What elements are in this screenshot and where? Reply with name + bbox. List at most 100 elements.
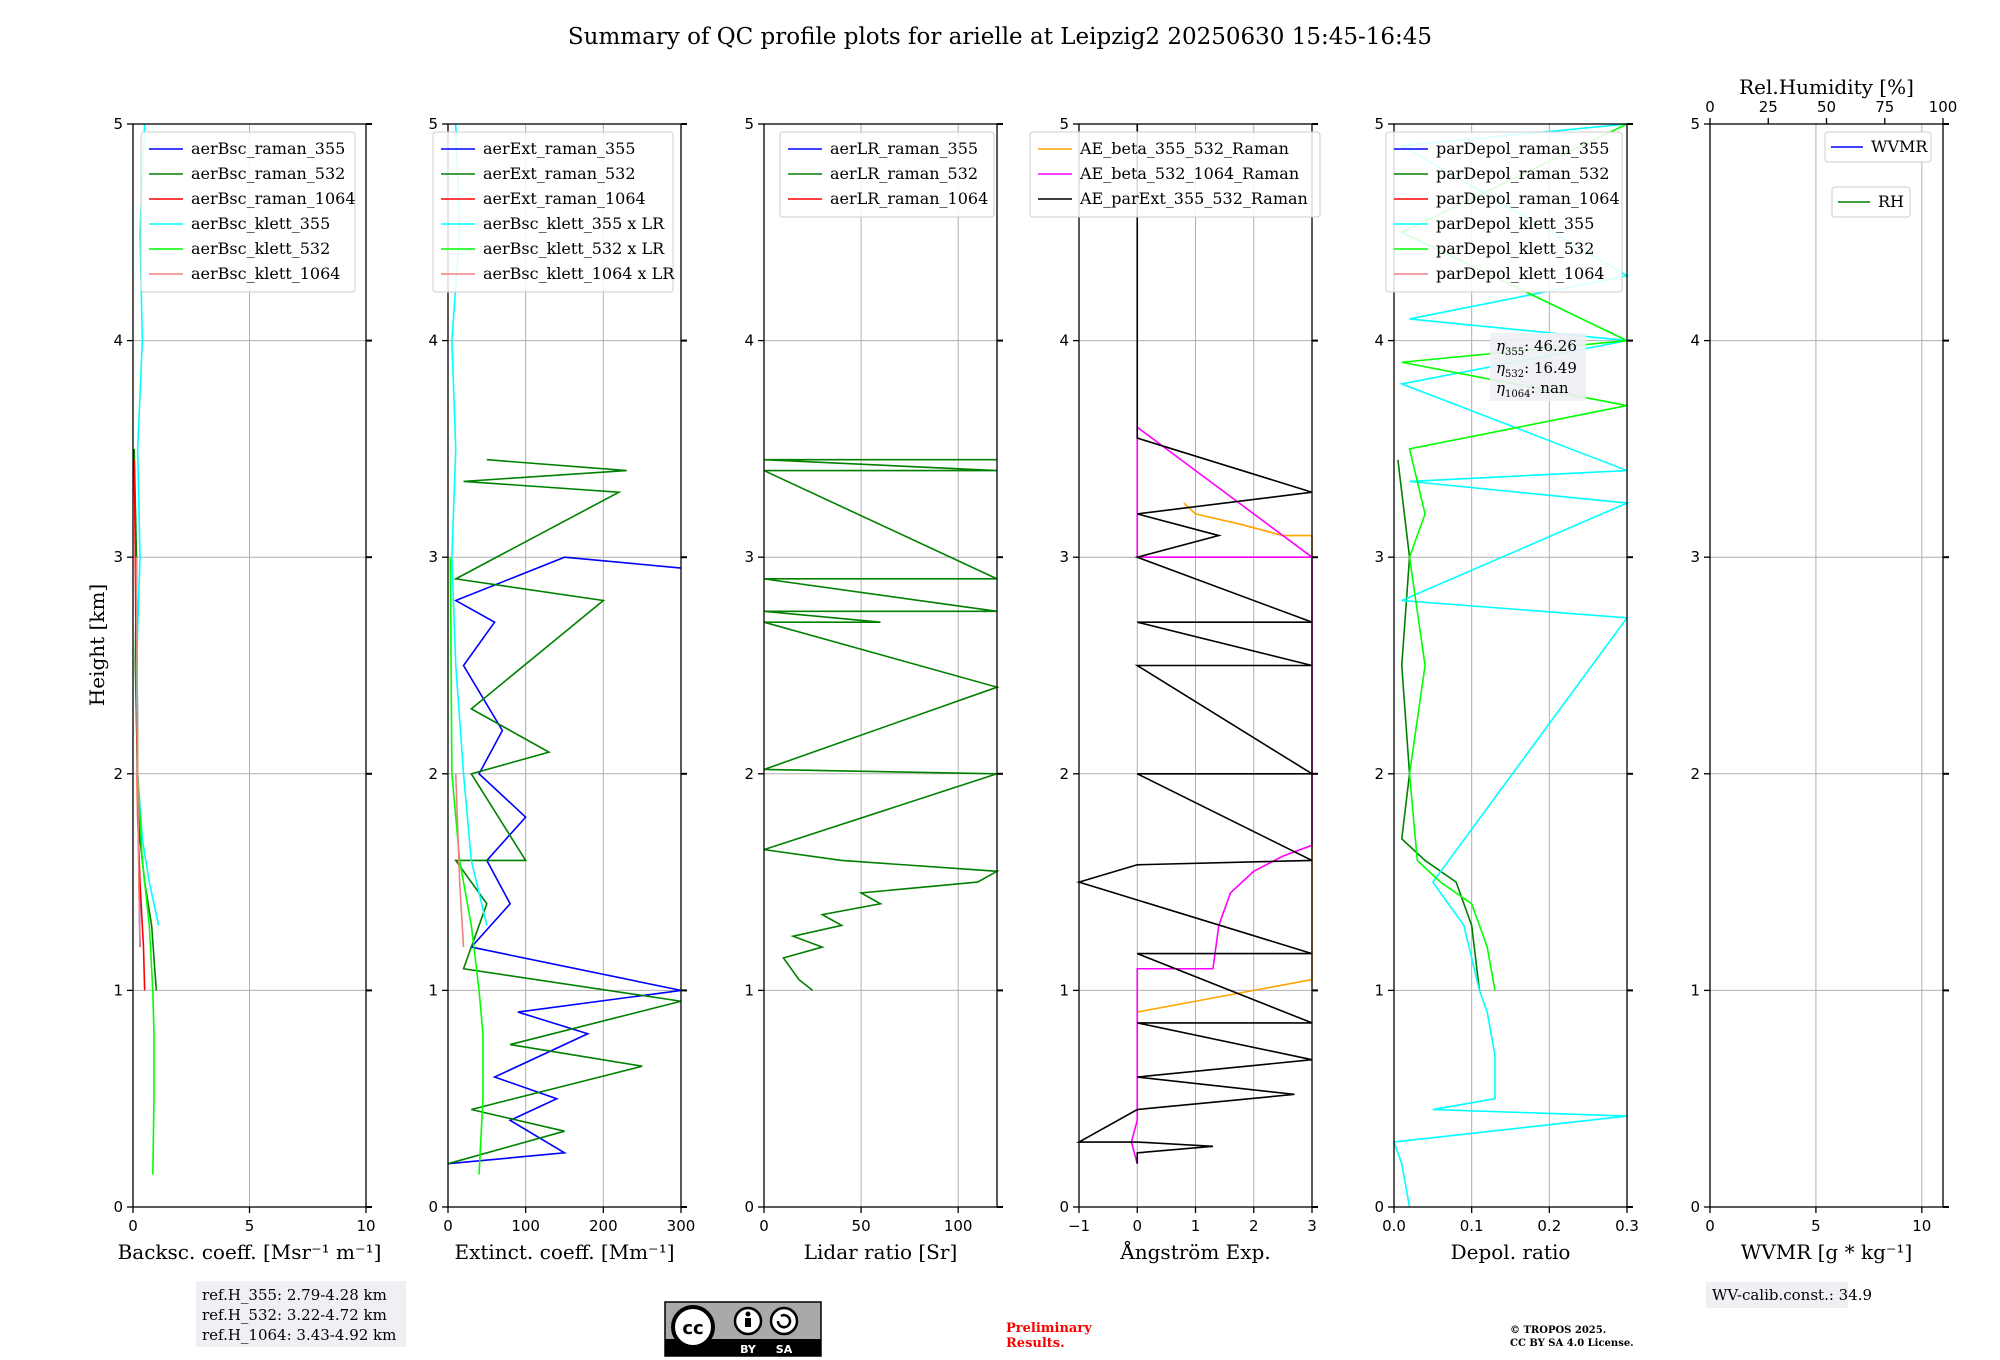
x-tick-label: 2 — [1249, 1217, 1259, 1235]
legend-entry: AE_parExt_355_532_Raman — [1079, 189, 1308, 208]
cc-license-badge: cc BY SA — [664, 1301, 822, 1357]
y-tick-label: 3 — [428, 548, 438, 566]
eta-1064-value: nan — [1540, 379, 1569, 397]
y-tick-label: 3 — [744, 548, 754, 566]
y-axis-label: Height [km] — [85, 584, 109, 706]
series-line-AE_parExt_355_532_Raman — [1075, 124, 1315, 1164]
y-tick-label: 2 — [1374, 765, 1384, 783]
x-tick-label: 0 — [128, 1217, 138, 1235]
series-line-aerBsc_klett_1064 — [135, 557, 141, 948]
y-tick-label: 5 — [113, 115, 123, 133]
x-tick-label: 1 — [1191, 1217, 1201, 1235]
y-tick-label: 2 — [113, 765, 123, 783]
wv-calib-box: WV-calib.const.: 34.9 — [1706, 1282, 1872, 1308]
y-tick-label: 0 — [1690, 1198, 1700, 1216]
svg-text:η532: 16.49: η532: 16.49 — [1496, 359, 1577, 380]
ref-height-box: ref.H_355: 2.79-4.28 km ref.H_532: 3.22-… — [196, 1281, 406, 1347]
x-tick-label: 0 — [443, 1217, 453, 1235]
legend-entry: AE_beta_532_1064_Raman — [1079, 164, 1299, 183]
x-tick-label: 10 — [1912, 1217, 1931, 1235]
series-line-AE_beta_532_1064_Raman — [1130, 425, 1313, 1164]
y-tick-label: 5 — [1374, 115, 1384, 133]
panel-1: 0 5 10 0 1 2 3 4 5 Backsc. coeff. [Msr⁻¹ m⁻¹] aerB… — [113, 115, 381, 1264]
legend-entry: aerBsc_klett_532 — [191, 239, 330, 258]
panel-2: 0 100 200 300 0 1 2 3 4 5 Extinct. coeff. [Mm⁻¹] ae… — [428, 115, 695, 1264]
panel-5: 0.0 0.1 0.2 0.3 0 1 2 3 4 5 Depol. ratio parDepol_r… — [1374, 115, 1638, 1264]
preliminary-label-line2: Results. — [1006, 1336, 1065, 1351]
eta-532-value: 16.49 — [1534, 359, 1577, 377]
y-tick-label: 1 — [1059, 981, 1069, 999]
legend-entry: aerBsc_klett_355 — [191, 214, 330, 233]
preliminary-label-line1: Preliminary — [1006, 1321, 1092, 1336]
x-tick-label: 3 — [1307, 1217, 1317, 1235]
axes-frame — [1709, 123, 1944, 1208]
y-tick-label: 5 — [1690, 115, 1700, 133]
legend-entry: aerBsc_raman_355 — [191, 139, 345, 158]
copyright-line2: CC BY SA 4.0 License. — [1510, 1338, 1634, 1349]
legend-entry: aerLR_raman_355 — [830, 139, 978, 158]
y-tick-label: 3 — [1374, 548, 1384, 566]
legend-entry: parDepol_raman_532 — [1436, 164, 1609, 183]
y-tick-label: 1 — [113, 981, 123, 999]
top-tick-label: 25 — [1759, 98, 1778, 116]
y-tick-label: 1 — [1374, 981, 1384, 999]
legend-entry: parDepol_klett_355 — [1436, 214, 1594, 233]
y-tick-label: 4 — [1690, 332, 1700, 350]
x-axis-label: Ångström Exp. — [1119, 1239, 1270, 1264]
legend-entry: parDepol_raman_355 — [1436, 139, 1609, 158]
y-tick-label: 0 — [744, 1198, 754, 1216]
x-tick-label: 0.0 — [1382, 1217, 1406, 1235]
wv-calib-const: WV-calib.const.: 34.9 — [1712, 1286, 1872, 1304]
x-tick-label: 0 — [759, 1217, 769, 1235]
svg-text:η355: 46.26: η355: 46.26 — [1496, 337, 1577, 358]
sa-icon — [776, 1314, 792, 1329]
y-tick-label: 3 — [1690, 548, 1700, 566]
x-axis-label: Backsc. coeff. [Msr⁻¹ m⁻¹] — [118, 1240, 382, 1264]
legend-entry: WVMR — [1871, 137, 1928, 156]
legend-entry: parDepol_raman_1064 — [1436, 189, 1620, 208]
x-tick-label: 0 — [1132, 1217, 1142, 1235]
legend-entry: aerBsc_klett_1064 — [191, 264, 340, 283]
cc-icon: cc — [682, 1318, 703, 1339]
y-tick-label: 5 — [744, 115, 754, 133]
legend-entry: aerBsc_raman_532 — [191, 164, 345, 183]
top-tick-label: 100 — [1929, 98, 1958, 116]
y-tick-label: 4 — [1059, 332, 1069, 350]
legend-box — [779, 131, 995, 218]
y-tick-label: 5 — [428, 115, 438, 133]
x-tick-label: 100 — [511, 1217, 540, 1235]
legend-entry: aerExt_raman_355 — [483, 139, 636, 158]
x-axis-label: WVMR [g * kg⁻¹] — [1741, 1240, 1913, 1264]
series-line-parDepol_klett_355 — [1392, 123, 1631, 1208]
panel-3: 0 50 100 0 1 2 3 4 5 Lidar ratio [Sr] aerLR_raman_… — [744, 115, 1003, 1264]
y-tick-label: 1 — [1690, 981, 1700, 999]
legend-entry: aerBsc_klett_1064 x LR — [483, 264, 675, 283]
legend-entry: aerBsc_raman_1064 — [191, 189, 356, 208]
x-tick-label: 100 — [944, 1217, 973, 1235]
axes-frame — [1393, 123, 1628, 1208]
legend-entry: parDepol_klett_1064 — [1436, 264, 1605, 283]
x-tick-label: 0.2 — [1537, 1217, 1561, 1235]
figure-title: Summary of QC profile plots for arielle … — [568, 24, 1432, 50]
y-tick-label: 0 — [1059, 1198, 1069, 1216]
y-tick-label: 2 — [428, 765, 438, 783]
top-axis-label: Rel.Humidity [%] — [1739, 75, 1914, 99]
x-tick-label: 5 — [1811, 1217, 1821, 1235]
eta-box: η355: 46.26 η532: 16.49 η1064: nan — [1490, 333, 1586, 401]
legend-entry: AE_beta_355_532_Raman — [1079, 139, 1289, 158]
axes-frame — [763, 123, 998, 1208]
ref-height-532: ref.H_532: 3.22-4.72 km — [202, 1306, 387, 1324]
cc-by-label: BY — [740, 1343, 757, 1356]
legend-entry: aerLR_raman_1064 — [830, 189, 988, 208]
top-tick-label: 75 — [1875, 98, 1894, 116]
y-tick-label: 2 — [1059, 765, 1069, 783]
x-axis-label: Depol. ratio — [1451, 1240, 1571, 1264]
x-tick-label: 5 — [245, 1217, 255, 1235]
svg-text:η1064: nan: η1064: nan — [1496, 379, 1569, 400]
series-line-aerBsc_klett_1064 x LR — [454, 773, 465, 948]
legend-entry: aerExt_raman_1064 — [483, 189, 646, 208]
